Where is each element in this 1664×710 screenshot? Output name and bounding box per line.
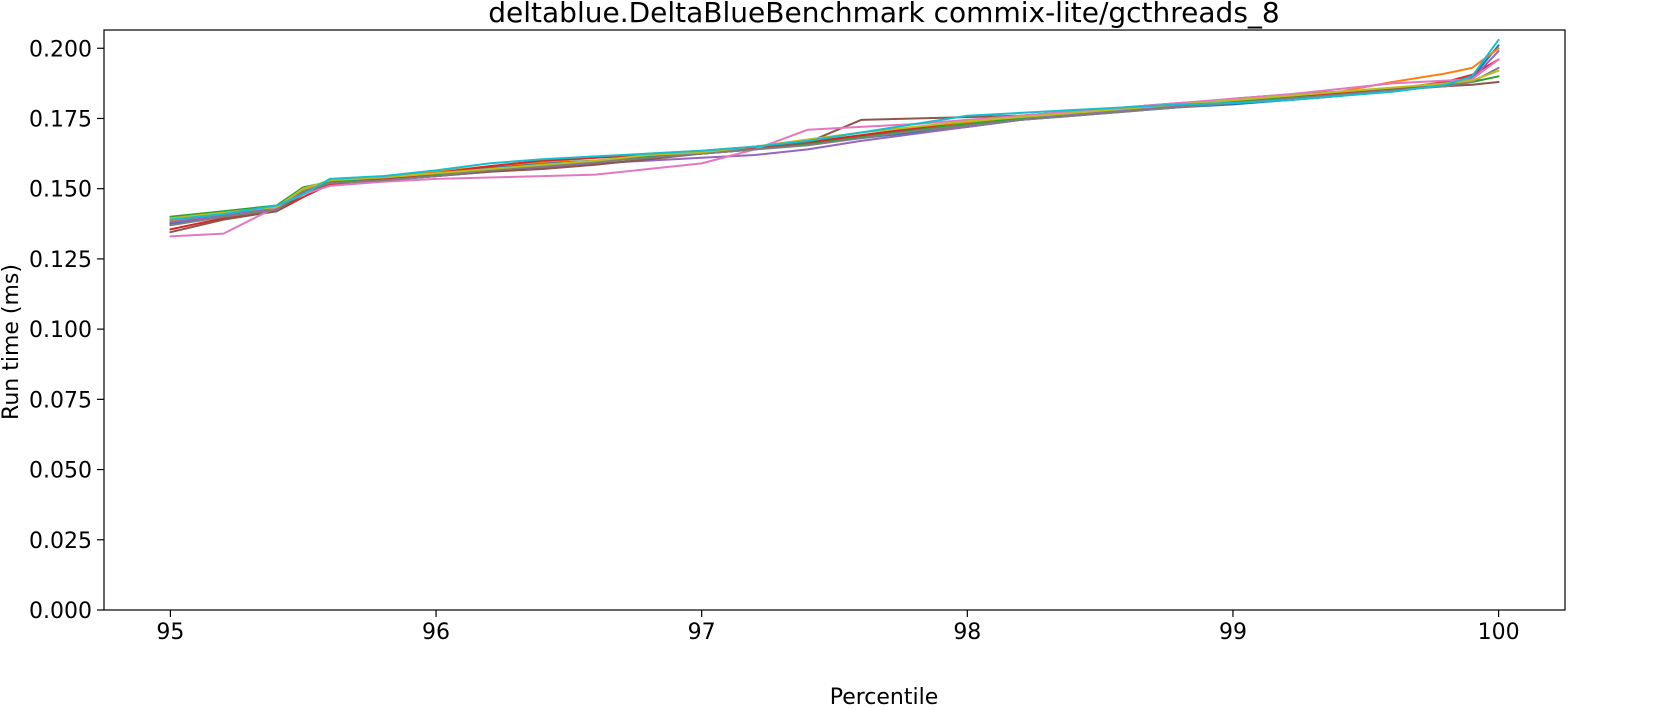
y-tick-label: 0.000 [29, 599, 92, 624]
x-tick-label: 98 [953, 620, 981, 645]
y-tick-label: 0.100 [29, 318, 92, 343]
y-axis: 0.000 0.025 0.050 0.075 0.100 0.125 0.150 0.175… [29, 37, 104, 624]
series-line-10 [169, 38, 1500, 221]
x-tick-label: 97 [688, 620, 716, 645]
x-axis-label: Percentile [830, 685, 939, 710]
y-axis-label: Run time (ms) [0, 264, 24, 420]
series-lines [169, 38, 1500, 238]
y-tick-label: 0.025 [29, 529, 92, 554]
x-tick-label: 95 [156, 620, 184, 645]
series-line-1 [169, 44, 1500, 225]
series-line-2 [169, 47, 1500, 222]
y-tick-label: 0.075 [29, 388, 92, 413]
y-tick-label: 0.125 [29, 248, 92, 273]
plot-frame [103, 29, 1566, 611]
series-line-6 [169, 81, 1500, 234]
x-tick-label: 100 [1478, 620, 1520, 645]
chart-title: deltablue.DeltaBlueBenchmark commix-lite… [488, 0, 1279, 29]
y-tick-label: 0.150 [29, 178, 92, 203]
y-tick-label: 0.200 [29, 37, 92, 62]
y-tick-label: 0.175 [29, 107, 92, 132]
x-tick-label: 99 [1219, 620, 1247, 645]
series-line-7 [169, 58, 1500, 238]
series-line-8 [169, 66, 1500, 227]
x-tick-label: 96 [422, 620, 450, 645]
x-axis: 95 96 97 98 99 100 [156, 610, 1520, 645]
y-tick-label: 0.050 [29, 459, 92, 484]
